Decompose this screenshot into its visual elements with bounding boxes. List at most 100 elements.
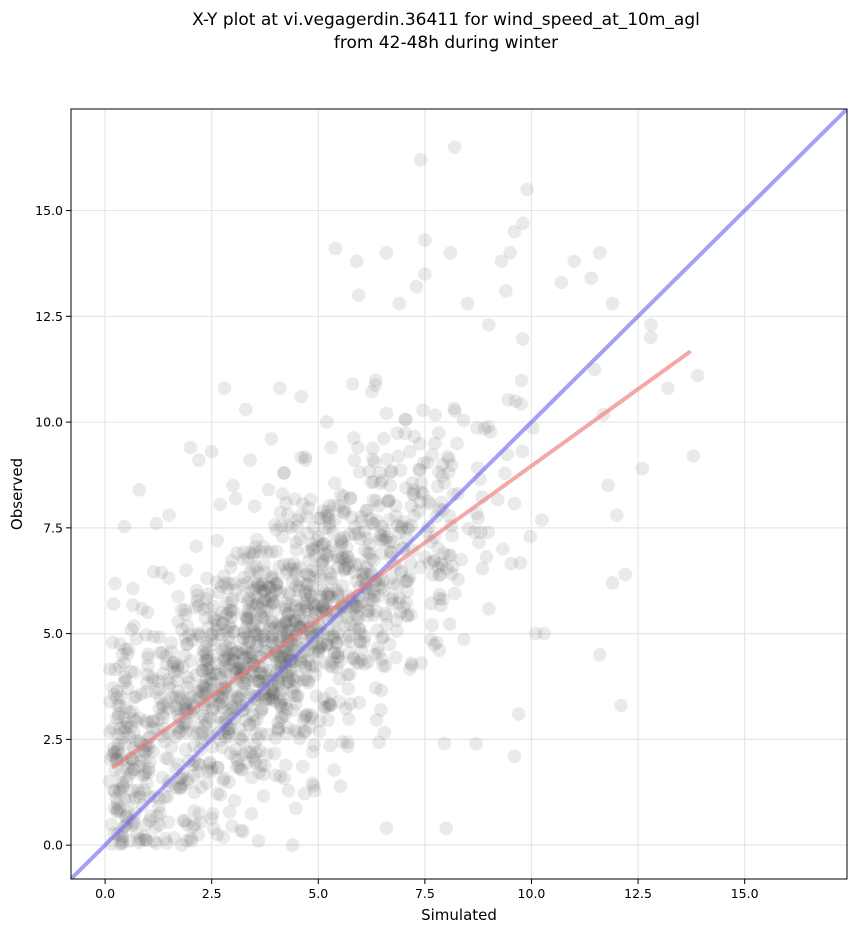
data-point — [422, 556, 437, 570]
data-point — [312, 644, 326, 658]
data-point — [251, 579, 266, 593]
data-point — [342, 629, 356, 643]
data-point — [239, 643, 254, 657]
data-point — [257, 628, 271, 642]
data-point — [181, 692, 196, 706]
data-point — [305, 708, 319, 722]
data-point — [226, 653, 241, 668]
data-point — [248, 753, 262, 767]
data-point — [126, 725, 141, 739]
data-point — [324, 590, 339, 604]
data-point — [301, 567, 315, 582]
data-point — [125, 783, 140, 798]
data-point — [392, 596, 406, 610]
data-point — [254, 758, 268, 773]
data-point — [225, 553, 239, 568]
data-point — [358, 629, 372, 644]
data-point — [146, 714, 161, 728]
data-point — [117, 720, 132, 734]
data-point — [132, 832, 147, 846]
data-point — [414, 485, 429, 499]
data-point — [414, 476, 429, 490]
x-tick-label: 12.5 — [624, 886, 652, 901]
data-point — [315, 636, 329, 651]
data-point — [279, 644, 294, 658]
data-point — [323, 658, 337, 672]
data-point — [514, 397, 528, 411]
data-point — [120, 681, 135, 696]
data-point — [227, 793, 242, 808]
data-point — [188, 817, 202, 832]
data-point — [222, 658, 237, 672]
data-point — [285, 662, 300, 676]
grid-lines — [71, 109, 847, 879]
data-point — [322, 590, 337, 604]
data-point — [318, 700, 333, 715]
data-point — [435, 469, 450, 483]
data-point — [110, 727, 125, 742]
data-point — [215, 691, 230, 705]
data-point — [326, 538, 340, 553]
data-point — [161, 681, 176, 695]
data-point — [200, 776, 214, 790]
data-point — [115, 837, 129, 851]
data-point — [252, 674, 266, 688]
data-point — [156, 699, 170, 714]
data-point — [252, 675, 267, 689]
data-point — [376, 629, 391, 644]
data-point — [359, 559, 374, 574]
data-point — [644, 318, 658, 332]
data-point — [256, 610, 271, 625]
data-point — [265, 615, 279, 629]
data-point — [362, 603, 376, 618]
data-point — [272, 678, 286, 692]
data-point — [330, 586, 345, 600]
data-point — [307, 645, 322, 660]
data-point — [168, 699, 183, 713]
data-point — [191, 598, 206, 613]
data-point — [222, 729, 237, 744]
data-point — [313, 639, 328, 654]
data-point — [246, 599, 261, 613]
data-point — [234, 657, 248, 671]
data-point — [236, 545, 251, 560]
data-point — [190, 628, 205, 642]
data-point — [439, 821, 454, 835]
data-point — [206, 599, 221, 614]
data-point — [467, 525, 482, 539]
data-point — [264, 683, 279, 698]
data-point — [341, 645, 356, 660]
data-point — [224, 603, 239, 617]
data-point — [223, 603, 237, 618]
data-point — [145, 670, 160, 685]
data-point — [247, 499, 262, 513]
data-point — [237, 676, 251, 690]
data-point — [207, 610, 221, 625]
data-point — [147, 673, 161, 688]
data-point — [254, 601, 268, 615]
data-point — [187, 785, 202, 800]
data-point — [295, 759, 310, 774]
data-point — [610, 508, 624, 522]
data-point — [368, 378, 383, 392]
data-point — [210, 613, 224, 628]
data-point — [116, 780, 130, 795]
data-point — [198, 611, 213, 625]
data-point — [243, 745, 258, 759]
data-point — [216, 616, 230, 630]
data-point — [171, 684, 185, 699]
data-point — [268, 518, 282, 532]
data-point — [261, 579, 276, 594]
data-point — [152, 818, 166, 832]
data-point — [255, 701, 270, 716]
data-point — [433, 567, 448, 582]
data-point — [251, 627, 266, 642]
data-point — [325, 629, 340, 644]
data-point — [126, 581, 140, 596]
data-point — [200, 600, 215, 615]
data-point — [413, 153, 428, 167]
data-point — [243, 650, 258, 665]
data-point — [109, 711, 124, 725]
data-point — [196, 663, 210, 678]
data-point — [450, 436, 464, 451]
